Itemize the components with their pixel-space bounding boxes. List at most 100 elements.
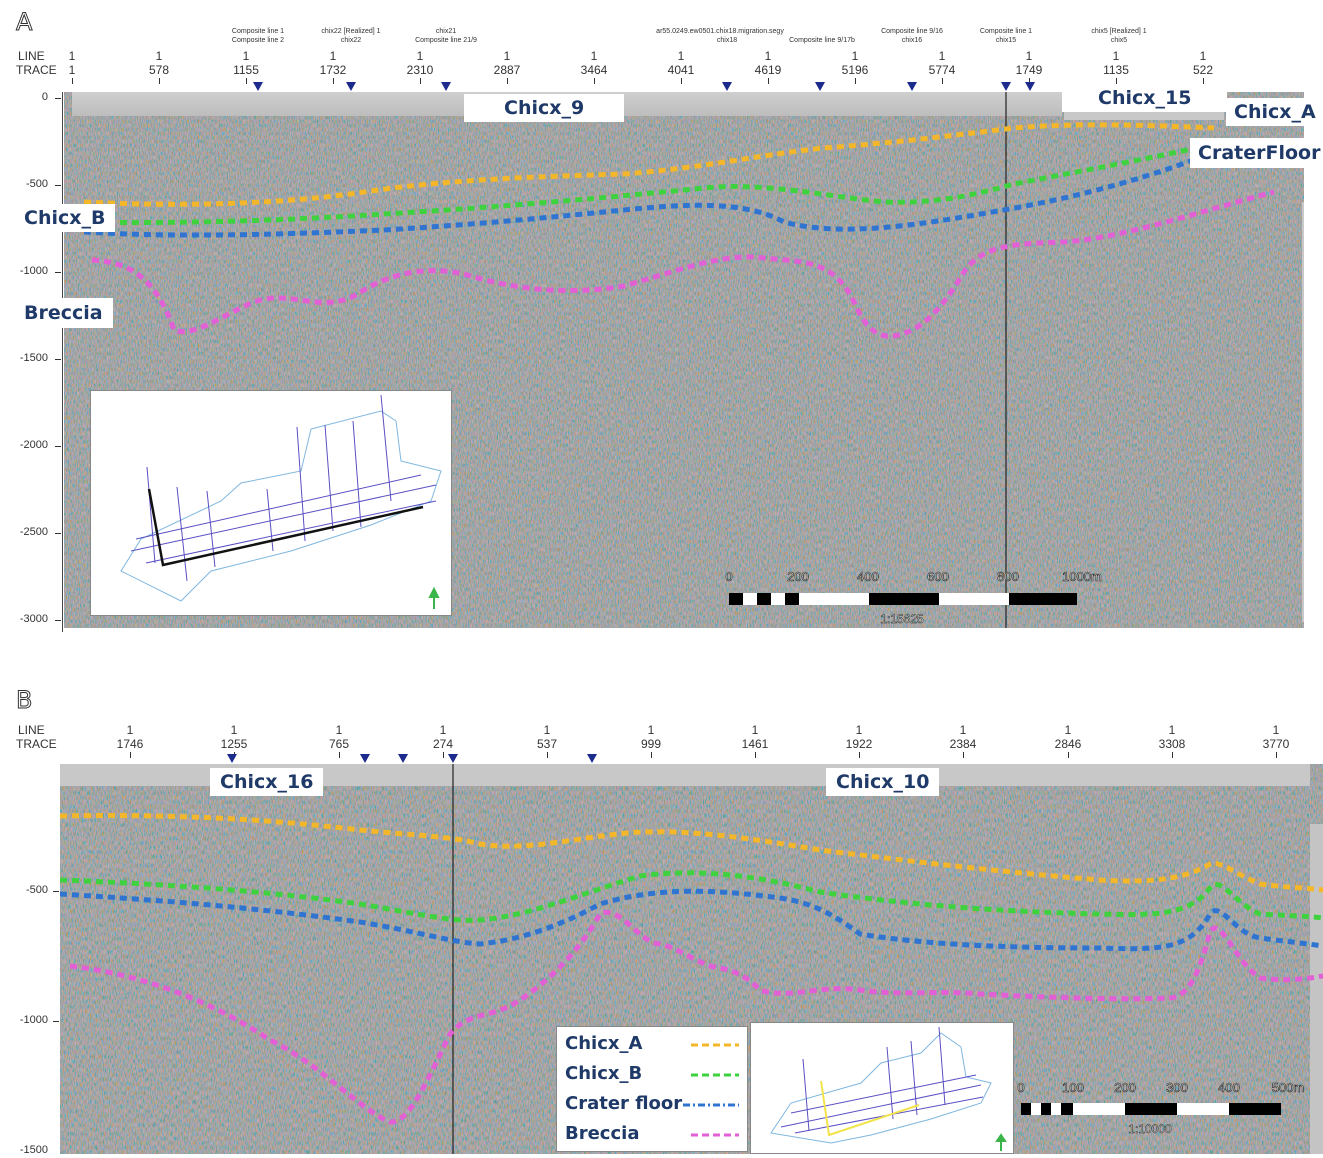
- tick-line: 1: [1112, 49, 1120, 63]
- tick-trace: 1: [68, 63, 76, 77]
- intersection-label: chix5 [Realized] 1: [1091, 28, 1147, 35]
- tick-line: 1: [590, 49, 598, 63]
- tick-line: 1: [1064, 723, 1072, 737]
- intersection-marker-icon[interactable]: [722, 82, 732, 91]
- tick-trace: 1922: [845, 737, 873, 751]
- y-tick-label: -500: [25, 884, 48, 896]
- tick-line: 1: [543, 723, 551, 737]
- seismic-section-b: [60, 764, 1323, 1154]
- tick-trace: 2846: [1054, 737, 1082, 751]
- legend-swatches: [683, 1043, 739, 1137]
- intersection-marker-icon[interactable]: [346, 82, 356, 91]
- intersection-label: chix18: [716, 37, 738, 44]
- tick-line: 1: [1168, 723, 1176, 737]
- tick-trace: 5196: [841, 63, 869, 77]
- y-tick-label: -2500: [19, 526, 48, 538]
- scale-value: 0: [725, 569, 733, 585]
- tick-line: 1: [1025, 49, 1033, 63]
- legend-item-chicx-a: Chicx_A: [565, 1033, 642, 1054]
- intersection-marker-icon[interactable]: [360, 754, 370, 763]
- y-tick-label: -3000: [19, 613, 48, 625]
- horizon-legend: Chicx_A Chicx_B Crater floor Breccia: [556, 1026, 748, 1152]
- line-header-label: LINE: [18, 49, 45, 63]
- intersection-marker-icon[interactable]: [907, 82, 917, 91]
- tick-trace: 1746: [116, 737, 144, 751]
- tick-line: 1: [155, 49, 163, 63]
- y-tick-label: -1500: [19, 1144, 48, 1156]
- location-map-inset: [90, 390, 452, 616]
- scale-bar: [1021, 1103, 1281, 1115]
- tick-trace: 3308: [1158, 737, 1186, 751]
- scale-value: 200: [787, 569, 809, 585]
- tick-trace: 578: [148, 63, 170, 77]
- intersection-marker-icon[interactable]: [398, 754, 408, 763]
- tick-line: 1: [416, 49, 424, 63]
- tick-line: 1: [503, 49, 511, 63]
- tick-trace: 5774: [928, 63, 956, 77]
- intersection-marker-icon[interactable]: [253, 82, 263, 91]
- scale-bar: [729, 593, 1077, 605]
- north-arrow-icon: [995, 1133, 1007, 1151]
- tick-line: 1: [647, 723, 655, 737]
- tick-trace: 1155: [233, 63, 259, 77]
- legend-label: Chicx_B: [565, 1063, 643, 1084]
- horizon-label: Breccia: [14, 298, 113, 328]
- y-tick-label: -2000: [19, 439, 48, 451]
- intersection-label: Composite line 2: [231, 37, 285, 44]
- tick-line: 1: [439, 723, 447, 737]
- intersection-marker-icon[interactable]: [448, 754, 458, 763]
- y-tick-label: -1000: [19, 1014, 48, 1026]
- intersection-marker-icon[interactable]: [1001, 82, 1011, 91]
- tick-line: 1: [764, 49, 772, 63]
- line-header-label: LINE: [18, 723, 45, 737]
- tick-line: 1: [855, 723, 863, 737]
- intersection-marker-icon[interactable]: [227, 754, 237, 763]
- intersection-marker-icon[interactable]: [587, 754, 597, 763]
- horizon-label: CraterFloor: [1190, 138, 1323, 168]
- tick-trace: 999: [640, 737, 662, 751]
- tick-line: 1: [242, 49, 250, 63]
- scale-ratio: 1:10000: [1128, 1122, 1172, 1137]
- intersection-label: Composite line 1: [231, 28, 285, 35]
- tick-trace: 3770: [1262, 737, 1290, 751]
- tick-trace: 1461: [741, 737, 769, 751]
- intersection-marker-icon[interactable]: [441, 82, 451, 91]
- intersection-label: Composite line 1: [979, 28, 1033, 35]
- tick-line: 1: [230, 723, 238, 737]
- tick-trace: 2384: [949, 737, 977, 751]
- tick-trace: 1732: [319, 63, 347, 77]
- y-tick-label: -500: [25, 178, 48, 190]
- panel-a-letter: A: [15, 8, 33, 37]
- tick-line: 1: [851, 49, 859, 63]
- tick-trace: 4041: [667, 63, 695, 77]
- scale-value: 400: [857, 569, 879, 585]
- panel-b-letter: B: [15, 686, 33, 715]
- tick-line: 1: [751, 723, 759, 737]
- tick-line: 1: [329, 49, 337, 63]
- y-tick-label: -1000: [19, 265, 48, 277]
- scale-value: 200: [1114, 1080, 1136, 1096]
- seismic-line-label: Chicx_15: [1062, 84, 1228, 112]
- intersection-label: chix15: [995, 37, 1017, 44]
- intersection-marker-icon[interactable]: [1025, 82, 1035, 91]
- panel-b: B LINE TRACE 1 1746 1 1255 1 765 1 274 1…: [0, 684, 1323, 1156]
- y-tick-label: 0: [41, 91, 48, 103]
- location-map-inset: [750, 1022, 1014, 1154]
- tick-trace: 2887: [493, 63, 521, 77]
- trace-header-label: TRACE: [16, 63, 57, 77]
- scale-value: 1000m: [1062, 569, 1102, 585]
- intersection-label: chix21: [435, 28, 457, 35]
- intersection-label: Composite line 21/9: [415, 37, 477, 44]
- tick-trace: 274: [432, 737, 454, 751]
- trace-header-label: TRACE: [16, 737, 57, 751]
- intersection-label: chix16: [901, 37, 923, 44]
- intersection-marker-icon[interactable]: [815, 82, 825, 91]
- tick-trace: 2310: [406, 63, 434, 77]
- tick-line: 1: [1272, 723, 1280, 737]
- tick-line: 1: [1199, 49, 1207, 63]
- tick-line: 1: [68, 49, 76, 63]
- intersection-label: chix5: [1110, 37, 1128, 44]
- scale-value: 400: [1218, 1080, 1240, 1096]
- seismic-line-label: Chicx_10: [826, 768, 940, 796]
- seismic-line-label: Chicx_9: [464, 94, 625, 122]
